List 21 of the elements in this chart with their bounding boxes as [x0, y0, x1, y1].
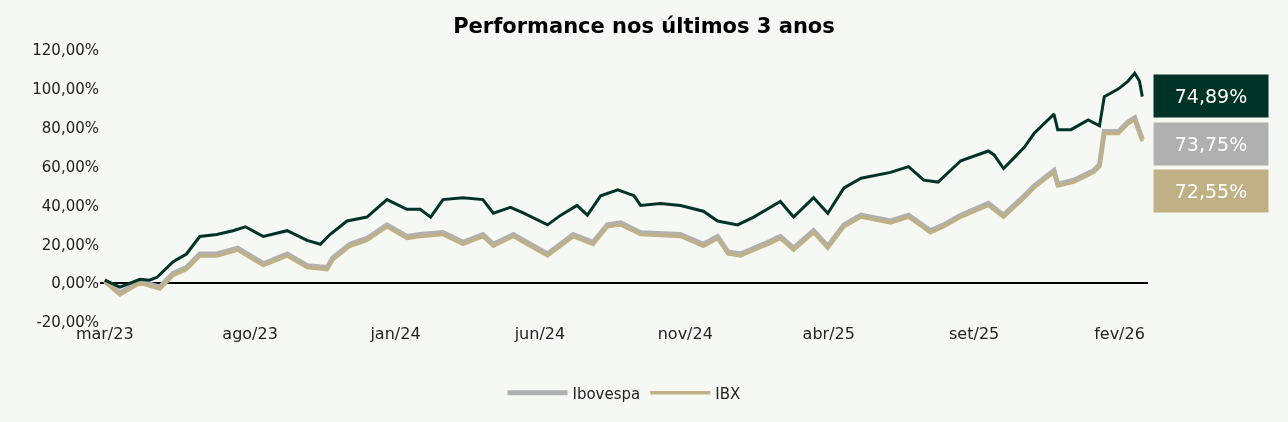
x-tick-label: jun/24	[513, 324, 566, 343]
x-tick-label: fev/26	[1094, 324, 1145, 343]
y-tick-label: 40,00%	[41, 196, 99, 215]
y-tick-label: 20,00%	[41, 235, 99, 254]
y-tick-label: 60,00%	[41, 157, 99, 176]
line-series	[103, 71, 1144, 289]
y-tick-label: 80,00%	[41, 118, 99, 137]
y-tick-label: 120,00%	[32, 41, 99, 60]
x-tick-label: set/25	[949, 324, 1000, 343]
chart-title: Performance nos últimos 3 anos	[453, 13, 835, 38]
y-tick-label: 0,00%	[51, 274, 99, 293]
x-tick-label: jan/24	[369, 324, 421, 343]
x-tick-label: ago/23	[222, 324, 278, 343]
legend-label: IBX	[715, 384, 741, 403]
text: 72,55%	[1174, 180, 1248, 202]
y-tick-label: 100,00%	[32, 80, 99, 99]
legend-label: Ibovespa	[572, 384, 641, 403]
text: 74,89%	[1174, 85, 1248, 107]
x-tick-label: abr/25	[802, 324, 855, 343]
x-tick-label: nov/24	[657, 324, 713, 343]
text: 73,75%	[1174, 133, 1248, 155]
